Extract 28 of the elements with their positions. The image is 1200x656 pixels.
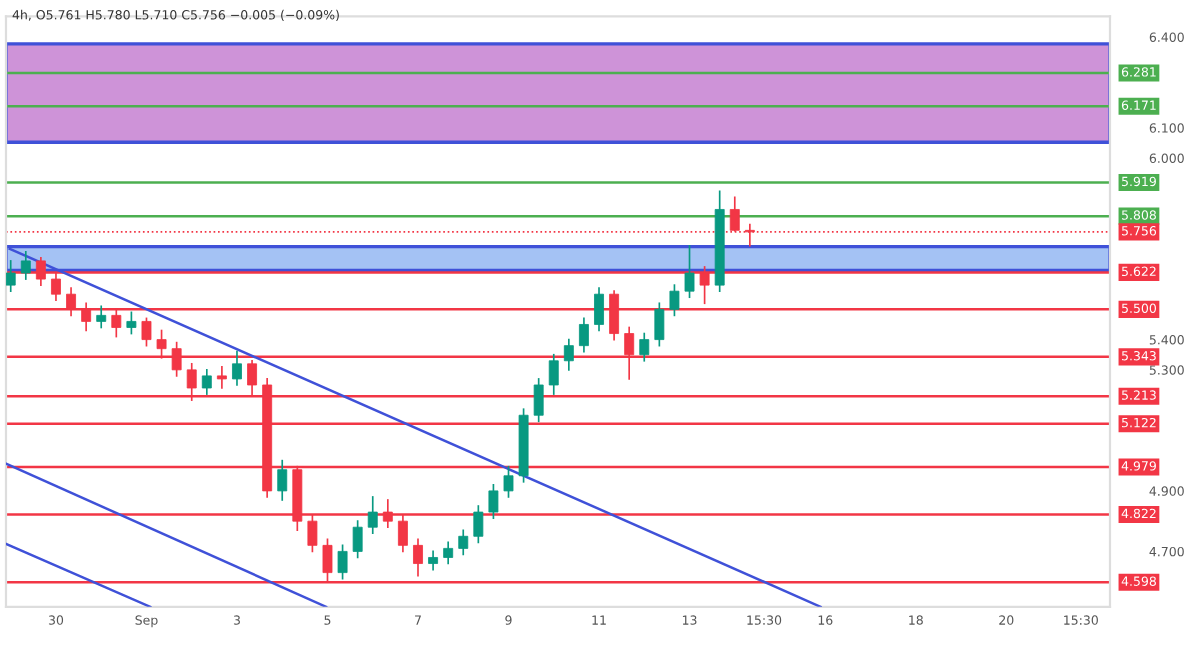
candlestick — [488, 484, 499, 519]
candlestick — [639, 332, 650, 362]
candlestick — [458, 529, 469, 556]
candlestick — [367, 496, 378, 535]
candlestick — [473, 505, 484, 544]
candlestick — [413, 538, 423, 577]
candlestick — [277, 459, 288, 501]
candlestick — [563, 338, 574, 371]
candlestick — [337, 544, 348, 580]
candlestick — [96, 305, 107, 329]
candlestick — [6, 260, 16, 293]
candlestick — [684, 244, 695, 299]
candlestick — [669, 284, 680, 317]
candlestick — [201, 369, 212, 395]
candlestick — [428, 550, 439, 571]
candlestick — [216, 365, 227, 389]
candlestick — [232, 350, 242, 386]
candlestick — [443, 541, 454, 565]
candlestick — [20, 250, 31, 280]
candlestick — [141, 317, 152, 347]
candlestick — [594, 287, 604, 332]
candlestick — [503, 465, 514, 498]
candlestick — [533, 378, 544, 423]
candlestick — [126, 311, 137, 335]
candlestick — [654, 302, 665, 347]
candlestick — [578, 317, 589, 353]
candlestick — [352, 520, 363, 559]
candlestick — [548, 353, 559, 395]
